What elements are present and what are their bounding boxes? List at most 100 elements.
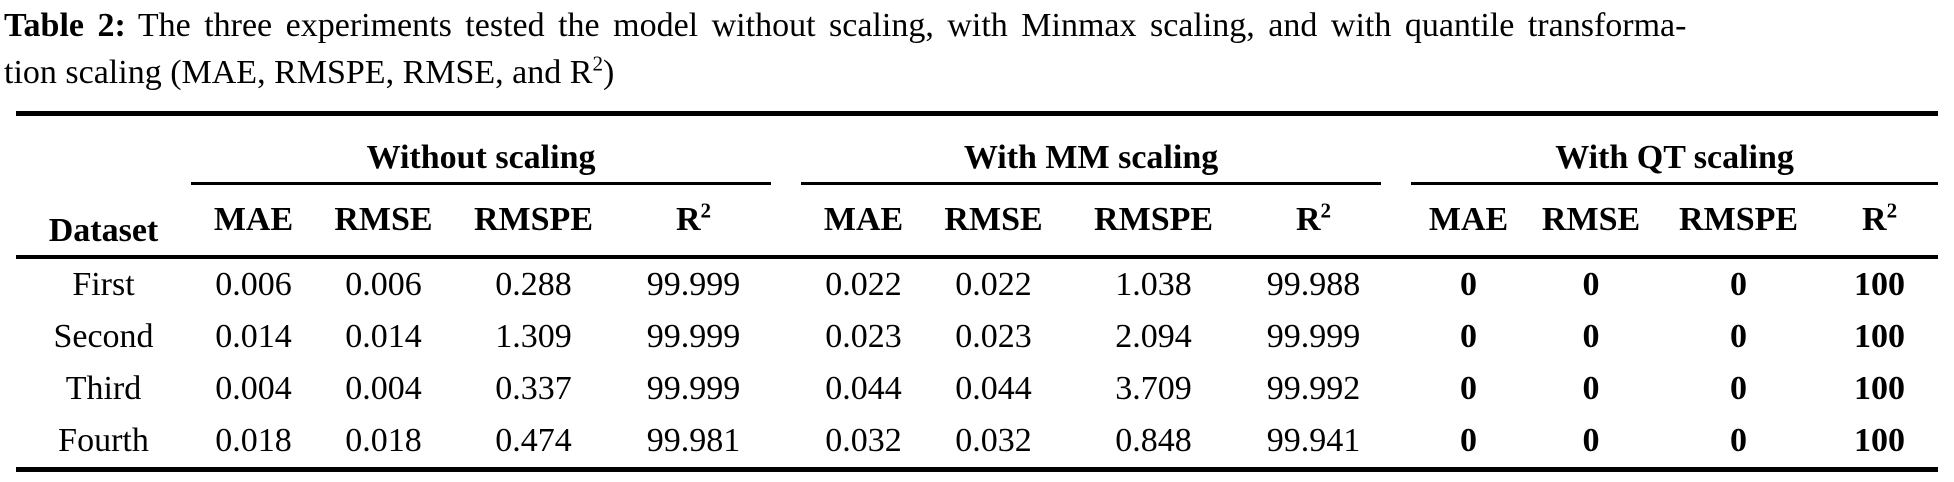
data-cell: 1.038	[1115, 266, 1192, 304]
data-cell: 0	[1460, 318, 1478, 356]
data-cell: 0.014	[345, 318, 422, 356]
caption-r-squared-sup: 2	[592, 51, 603, 76]
group-header-mm-scaling: With MM scaling	[801, 113, 1382, 185]
data-cell: 0	[1730, 318, 1748, 356]
r2-base: R	[1295, 201, 1321, 239]
data-cell: 0.006	[215, 266, 292, 304]
data-cell: 0.018	[345, 422, 422, 460]
column-spacer	[1381, 311, 1411, 363]
data-cell: 99.988	[1266, 266, 1361, 304]
caption-text-line2: tion scaling (MAE, RMSPE, RMSE, and R	[4, 54, 593, 91]
data-cell: 99.981	[646, 422, 741, 460]
row-label: Third	[65, 370, 142, 408]
col-header-rmspe-without: RMSPE	[451, 183, 616, 259]
row-label: Fourth	[58, 422, 149, 460]
col-header-r2-mm: R2	[1246, 183, 1382, 259]
data-cell: 0	[1582, 370, 1600, 408]
data-cell: 0	[1460, 266, 1478, 304]
table-caption: Table 2: The three experiments tested the…	[4, 2, 1954, 96]
data-cell: 99.999	[1266, 318, 1361, 356]
data-cell: 0.044	[825, 370, 902, 408]
data-cell: 0.023	[825, 318, 902, 356]
data-cell: 0.022	[955, 266, 1032, 304]
caption-line-1: Table 2: The three experiments tested the…	[4, 2, 1954, 49]
data-cell: 0	[1730, 266, 1748, 304]
data-cell: 0.032	[825, 422, 902, 460]
table-row-fourth: Fourth 0.018 0.018 0.474 99.981 0.032 0.…	[16, 415, 1938, 470]
row-label: Second	[53, 318, 154, 356]
col-header-r2-without: R2	[616, 183, 772, 259]
data-cell: 100	[1854, 318, 1906, 356]
caption-label: Table 2:	[4, 7, 126, 44]
data-cell: 0.006	[345, 266, 422, 304]
data-cell: 0.032	[955, 422, 1032, 460]
data-cell: 0	[1582, 318, 1600, 356]
caption-line-2: tion scaling (MAE, RMSPE, RMSE, and R2)	[4, 49, 1954, 96]
data-cell: 99.999	[646, 318, 741, 356]
data-cell: 0.004	[215, 370, 292, 408]
data-cell: 0.044	[955, 370, 1032, 408]
r2-sup: 2	[1886, 198, 1898, 223]
data-cell: 0.022	[825, 266, 902, 304]
column-spacer	[771, 311, 801, 363]
col-header-mae-mm: MAE	[801, 183, 927, 259]
column-spacer	[1381, 415, 1411, 470]
data-cell: 0.014	[215, 318, 292, 356]
group-header-without-scaling: Without scaling	[191, 113, 772, 185]
data-cell: 99.992	[1266, 370, 1361, 408]
column-spacer	[771, 363, 801, 415]
data-cell: 0	[1460, 370, 1478, 408]
data-cell: 1.309	[495, 318, 572, 356]
r2-base: R	[675, 201, 701, 239]
data-cell: 0	[1460, 422, 1478, 460]
metric-header-row: MAE RMSE RMSPE R2 MAE RMSE RMSPE R2 MAE …	[16, 183, 1939, 259]
col-header-mae-qt: MAE	[1411, 183, 1527, 259]
data-cell: 3.709	[1115, 370, 1192, 408]
r2-sup: 2	[1320, 198, 1332, 223]
table-row-first: First 0.006 0.006 0.288 99.999 0.022 0.0…	[16, 257, 1938, 311]
column-spacer	[1381, 183, 1412, 259]
table-row-third: Third 0.004 0.004 0.337 99.999 0.044 0.0…	[16, 363, 1938, 415]
data-cell: 100	[1854, 422, 1906, 460]
data-cell: 0.023	[955, 318, 1032, 356]
col-header-rmspe-mm: RMSPE	[1061, 183, 1247, 259]
column-spacer	[771, 257, 801, 311]
r2-sup: 2	[700, 198, 712, 223]
data-cell: 99.941	[1266, 422, 1361, 460]
column-spacer	[1381, 363, 1411, 415]
data-cell: 0	[1582, 266, 1600, 304]
col-header-rmse-qt: RMSE	[1526, 183, 1657, 259]
data-cell: 0.018	[215, 422, 292, 460]
data-cell: 0.288	[495, 266, 572, 304]
col-header-mae-without: MAE	[191, 183, 316, 259]
data-cell: 0.848	[1115, 422, 1192, 460]
column-spacer	[771, 183, 802, 259]
table-row-second: Second 0.014 0.014 1.309 99.999 0.023 0.…	[16, 311, 1938, 363]
col-header-rmspe-qt: RMSPE	[1656, 183, 1822, 259]
r2-base: R	[1862, 201, 1887, 239]
data-cell: 0.004	[345, 370, 422, 408]
col-header-dataset: Dataset	[16, 113, 191, 259]
column-spacer	[771, 114, 801, 184]
col-header-rmse-mm: RMSE	[926, 183, 1062, 259]
data-cell: 0.474	[495, 422, 572, 460]
results-table: Dataset Without scaling With MM scaling …	[16, 111, 1939, 472]
caption-text-line1: The three experiments tested the model w…	[137, 7, 1687, 44]
data-cell: 0.337	[495, 370, 572, 408]
caption-text-line2-end: )	[602, 54, 615, 91]
group-header-qt-scaling: With QT scaling	[1411, 113, 1939, 185]
col-header-rmse-without: RMSE	[316, 183, 451, 259]
row-label: First	[72, 266, 135, 304]
data-cell: 100	[1854, 266, 1906, 304]
column-spacer	[1381, 114, 1411, 184]
column-spacer	[1381, 257, 1411, 311]
data-cell: 2.094	[1115, 318, 1192, 356]
group-header-row: Dataset Without scaling With MM scaling …	[16, 113, 1939, 259]
data-cell: 100	[1854, 370, 1906, 408]
data-cell: 0	[1730, 422, 1748, 460]
col-header-r2-qt: R2	[1821, 183, 1939, 259]
column-spacer	[771, 415, 801, 470]
data-cell: 0	[1582, 422, 1600, 460]
data-cell: 99.999	[646, 266, 741, 304]
